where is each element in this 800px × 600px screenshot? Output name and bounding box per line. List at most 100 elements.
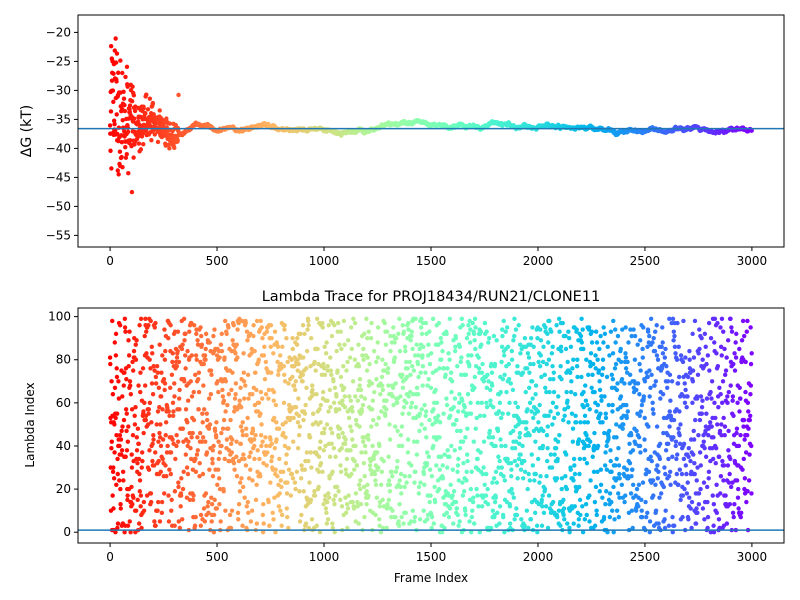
lambda-trace-point: [417, 517, 423, 522]
lambda-trace-point: [171, 413, 176, 418]
lambda-trace-point: [480, 361, 485, 367]
lambda-trace-point: [294, 342, 300, 347]
lambda-trace-point: [228, 525, 234, 531]
lambda-trace-point: [337, 407, 342, 412]
lambda-trace-point: [272, 329, 278, 334]
lambda-trace-point: [479, 504, 485, 509]
lambda-trace-point: [430, 316, 436, 321]
lambda-trace-point: [356, 342, 361, 347]
lambda-trace-point: [368, 467, 373, 472]
lambda-trace-point: [353, 491, 359, 496]
lambda-trace-point: [484, 404, 490, 410]
lambda-trace-point: [348, 448, 353, 453]
lambda-trace-point: [452, 422, 457, 427]
lambda-trace-point: [283, 435, 288, 440]
lambda-trace-point: [279, 484, 284, 490]
delta-g-point: [129, 98, 135, 104]
lambda-trace-point: [183, 331, 188, 337]
lambda-trace-point: [296, 361, 301, 367]
lambda-trace-point: [233, 392, 238, 397]
lambda-trace-point: [204, 411, 209, 416]
lambda-trace-point: [115, 521, 121, 526]
lambda-trace-point: [293, 404, 299, 410]
lambda-trace-point: [118, 501, 123, 507]
lambda-trace-point: [514, 512, 520, 518]
lambda-trace-point: [223, 508, 228, 513]
lambda-trace-point: [368, 335, 374, 341]
delta-g-point: [125, 129, 131, 135]
lambda-trace-point: [157, 519, 163, 524]
x-tick-label: 1000: [309, 254, 340, 268]
delta-g-point: [126, 171, 131, 176]
lambda-trace-point: [464, 452, 470, 457]
lambda-trace-point: [503, 443, 508, 449]
x-tick-label: 3000: [737, 254, 768, 268]
lambda-trace-point: [113, 331, 119, 337]
lambda-trace-point: [339, 346, 344, 352]
lambda-trace-point: [499, 344, 505, 350]
lambda-trace-point: [111, 476, 117, 481]
lambda-trace-point: [415, 439, 420, 444]
lambda-trace-point: [470, 508, 475, 513]
lambda-trace-point: [513, 327, 519, 332]
lambda-trace-point: [295, 357, 300, 362]
lambda-trace-point: [172, 523, 177, 528]
lambda-trace-point: [444, 331, 449, 337]
lambda-trace-point: [404, 374, 410, 380]
lambda-trace-point: [177, 407, 182, 412]
lambda-trace-point: [509, 473, 514, 479]
lambda-trace-point: [409, 333, 414, 339]
lambda-trace-point: [242, 396, 247, 401]
x-tick-label: 0: [106, 254, 114, 268]
lambda-trace-point: [478, 329, 484, 334]
lambda-trace-point: [155, 508, 160, 513]
lambda-trace-point: [337, 426, 343, 431]
lambda-trace-point: [115, 471, 120, 477]
lambda-trace-point: [516, 456, 522, 462]
lambda-trace-point: [151, 364, 156, 369]
lambda-trace-point: [139, 450, 145, 455]
lambda-trace-point: [311, 411, 316, 416]
lambda-trace-point: [184, 465, 190, 470]
lambda-trace-point: [282, 323, 287, 328]
delta-g-y-axis-label: ΔG (kT): [19, 105, 35, 157]
lambda-trace-point: [183, 407, 189, 412]
lambda-trace-point: [431, 443, 436, 449]
lambda-trace-point: [282, 372, 287, 378]
lambda-trace-point: [517, 430, 523, 436]
lambda-trace-point: [206, 426, 212, 431]
lambda-trace-point: [358, 478, 363, 483]
delta-g-point: [113, 36, 118, 41]
lambda-trace-point: [508, 461, 514, 466]
lambda-trace-point: [376, 415, 381, 421]
lambda-trace-point: [525, 407, 530, 412]
lambda-trace-point: [209, 495, 214, 500]
lambda-trace-point: [202, 519, 208, 524]
lambda-trace-point: [123, 329, 128, 334]
lambda-trace-point: [481, 465, 486, 470]
lambda-trace-point: [469, 514, 475, 520]
lambda-trace-point: [168, 450, 174, 455]
lambda-trace-point: [444, 396, 449, 401]
lambda-trace-point: [136, 441, 141, 447]
lambda-trace-point: [495, 510, 500, 516]
lambda-trace-point: [524, 508, 530, 513]
lambda-trace-point: [226, 325, 231, 330]
lambda-trace-point: [429, 473, 435, 479]
lambda-trace-point: [168, 471, 174, 477]
lambda-trace-point: [279, 512, 285, 518]
lambda-trace-point: [180, 486, 186, 492]
lambda-trace-point: [397, 501, 402, 507]
lambda-trace-point: [260, 396, 265, 401]
lambda-trace-point: [354, 463, 360, 468]
lambda-trace-point: [158, 422, 163, 427]
lambda-trace-point: [379, 374, 385, 380]
lambda-trace-point: [419, 331, 425, 337]
lambda-trace-point: [178, 493, 184, 498]
delta-g-point: [123, 74, 128, 80]
lambda-trace-point: [373, 512, 378, 518]
lambda-trace-point: [507, 400, 512, 406]
lambda-trace-point: [290, 476, 296, 481]
lambda-trace-point: [495, 428, 501, 434]
lambda-trace-point: [230, 338, 235, 343]
